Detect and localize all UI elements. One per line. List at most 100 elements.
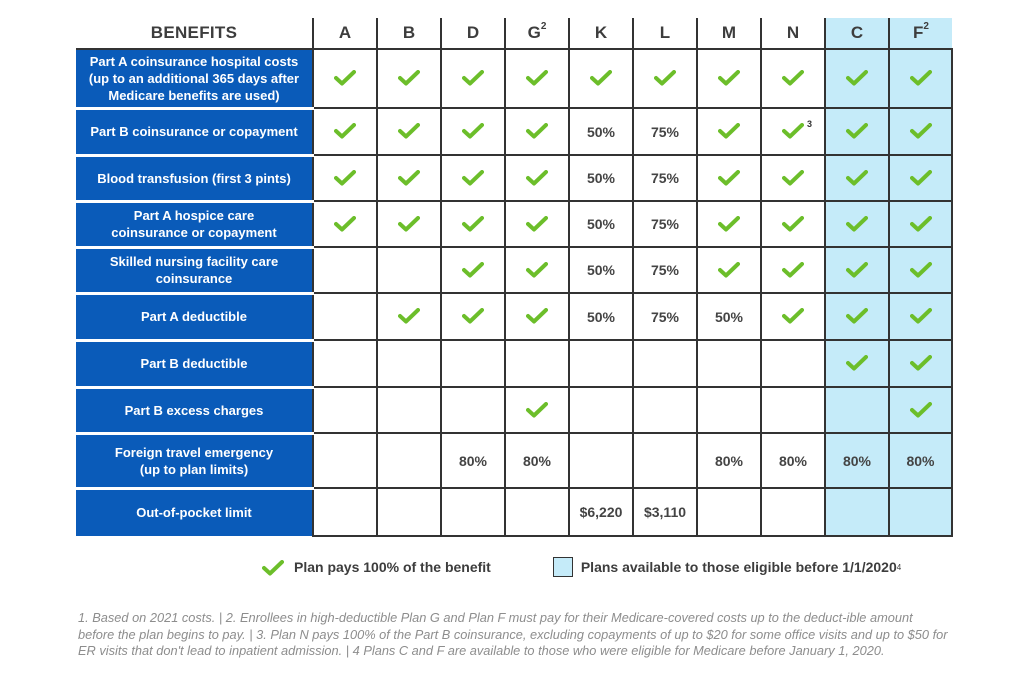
- cell-plan-l: 75%: [632, 292, 698, 341]
- plan-label: A: [338, 23, 352, 42]
- table-row: Part A hospice care coinsurance or copaym…: [76, 199, 953, 248]
- cell-plan-c: [824, 292, 890, 341]
- cell-plan-c: [824, 246, 890, 294]
- footnotes: 1. Based on 2021 costs. | 2. Enrollees i…: [78, 610, 948, 658]
- cell-plan-b: [376, 292, 442, 341]
- table-row: Skilled nursing facility care coinsurance…: [76, 245, 953, 294]
- cell-plan-f: [888, 200, 953, 248]
- plan-label: M: [721, 23, 737, 42]
- plan-label: L: [659, 23, 671, 42]
- benefit-label: Blood transfusion (first 3 pints): [76, 153, 313, 201]
- cell-value: $3,110: [643, 504, 687, 520]
- cell-plan-f: [888, 386, 953, 434]
- cell-plan-c: 80%: [824, 432, 890, 489]
- cell-plan-g: [504, 386, 570, 434]
- benefit-label-line: Part A deductible: [141, 309, 247, 324]
- cell-plan-d: [440, 487, 506, 537]
- cell-plan-m: [696, 339, 762, 388]
- cell-plan-a: [312, 339, 378, 388]
- cell-value: 50%: [586, 123, 616, 140]
- plan-column-m: M: [696, 18, 761, 49]
- cell-plan-m: [696, 386, 762, 434]
- cell-value: 80%: [778, 452, 808, 469]
- benefit-label: Foreign travel emergency (up to plan limi…: [76, 431, 313, 488]
- cell-plan-b: [376, 246, 442, 294]
- cell-value: 50%: [714, 308, 744, 325]
- cell-plan-b: [376, 200, 442, 248]
- cell-plan-l: 75%: [632, 200, 698, 248]
- check-icon: [846, 70, 868, 86]
- cell-value: 80%: [458, 452, 488, 469]
- cell-value: 50%: [586, 216, 616, 232]
- cell-plan-m: 80%: [696, 432, 762, 489]
- cell-plan-d: [440, 386, 506, 434]
- cell-plan-m: [696, 200, 762, 248]
- cell-value: 80%: [842, 452, 872, 469]
- plan-column-d: D: [440, 18, 505, 49]
- cell-plan-f: [888, 154, 953, 202]
- plan-label: B: [402, 23, 416, 42]
- table-row: Out-of-pocket limit $6,220 $3,110: [76, 486, 953, 537]
- cell-plan-n: [760, 339, 826, 388]
- table-row: Part A coinsurance hospital costs (up to …: [76, 48, 953, 109]
- benefit-label-line: Out-of-pocket limit: [136, 505, 252, 521]
- cell-plan-k: [568, 48, 634, 109]
- cell-plan-a: [312, 246, 378, 294]
- cell-value: 75%: [650, 308, 680, 325]
- benefit-label-line: Part B excess charges: [124, 402, 264, 418]
- check-icon: [718, 123, 740, 139]
- check-icon: [718, 215, 740, 231]
- plan-label: N: [786, 23, 800, 42]
- check-icon: [526, 123, 548, 139]
- cell-plan-n: 80%: [760, 432, 826, 489]
- cell-plan-d: [440, 48, 506, 109]
- cell-plan-k: 50%: [568, 107, 634, 156]
- cell-plan-a: [312, 48, 378, 109]
- cell-plan-g: [504, 246, 570, 294]
- cell-plan-n: [760, 246, 826, 294]
- check-icon: [846, 215, 868, 231]
- benefit-label: Skilled nursing facility care coinsurance: [76, 245, 313, 293]
- cell-plan-f: [888, 246, 953, 294]
- cell-value: 75%: [650, 216, 680, 232]
- header-row: BENEFITS A B D G2 K L M N C F2: [76, 18, 952, 49]
- cell-plan-l: 75%: [632, 154, 698, 202]
- table-row: Part B excess charges: [76, 385, 953, 434]
- legend: Plan pays 100% of the benefit Plans avai…: [262, 557, 901, 577]
- cell-plan-f: [888, 48, 953, 109]
- check-icon: [398, 169, 420, 185]
- cell-plan-n: [760, 292, 826, 341]
- cell-value: 75%: [650, 123, 680, 140]
- cell-plan-n: [760, 48, 826, 109]
- plan-column-a: A: [312, 18, 377, 49]
- table-row: Part B deductible: [76, 338, 953, 388]
- cell-plan-k: 50%: [568, 200, 634, 248]
- check-icon: [462, 70, 484, 86]
- cell-plan-g: [504, 292, 570, 341]
- cell-plan-d: 80%: [440, 432, 506, 489]
- check-icon: [846, 261, 868, 277]
- cell-plan-c: [824, 339, 890, 388]
- check-icon: [782, 215, 804, 231]
- cell-plan-f: 80%: [888, 432, 953, 489]
- plan-footnote-ref: 2: [923, 21, 929, 32]
- benefit-label-line: Medicare benefits are used): [108, 87, 280, 103]
- cell-value: 75%: [650, 262, 680, 278]
- cell-plan-a: [312, 200, 378, 248]
- check-icon: [462, 261, 484, 277]
- benefit-label-line: coinsurance: [155, 271, 233, 286]
- check-icon: [526, 169, 548, 185]
- check-icon: [909, 355, 932, 371]
- check-icon: [718, 261, 740, 277]
- cell-plan-g: [504, 107, 570, 156]
- check-icon: [654, 70, 676, 86]
- benefit-label-line: Part A coinsurance hospital costs: [89, 53, 299, 69]
- plan-label: D: [466, 23, 480, 42]
- benefit-label-line: (up to an additional 365 days after: [88, 70, 300, 86]
- check-icon: [334, 169, 356, 185]
- benefit-label-line: Part B deductible: [140, 356, 248, 371]
- cell-plan-g: [504, 154, 570, 202]
- check-icon: [398, 70, 420, 86]
- check-icon: [909, 308, 932, 324]
- cell-plan-b: [376, 339, 442, 388]
